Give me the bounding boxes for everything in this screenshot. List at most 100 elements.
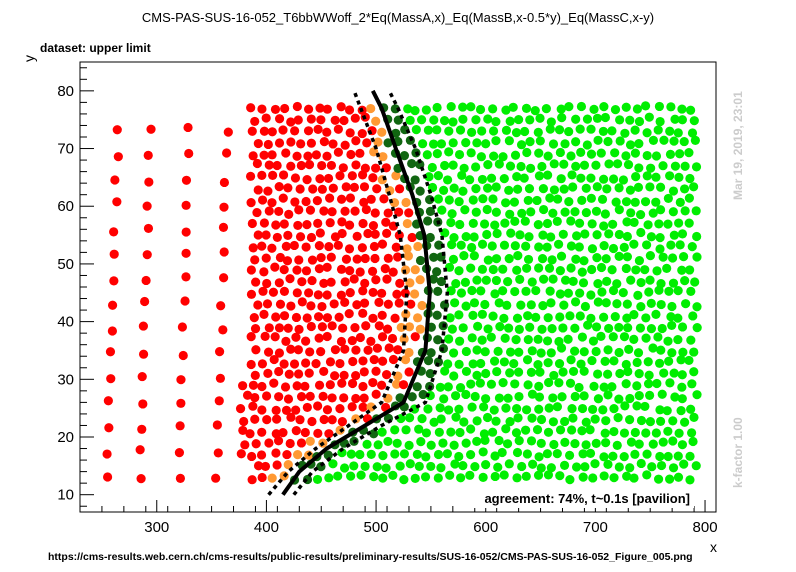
data-point [576,359,586,369]
data-point [603,136,613,147]
data-point [667,301,677,312]
data-point [427,162,437,173]
data-point [622,217,632,227]
data-point [535,136,545,146]
data-point [629,310,639,320]
data-point [624,344,634,354]
data-point [394,298,404,308]
data-point [351,160,361,170]
data-point [599,174,609,184]
data-point [142,201,152,211]
data-point [642,171,652,181]
data-point [511,428,522,438]
data-point [656,345,666,355]
data-point [486,332,496,342]
data-point [336,102,346,112]
data-point [253,300,263,310]
data-point [146,124,156,134]
data-point [415,255,426,266]
data-point [634,163,644,173]
data-point [322,313,333,323]
data-point [600,356,610,366]
data-point [657,323,667,334]
data-point [250,255,260,265]
data-point [113,152,123,162]
data-point [177,322,187,332]
data-point [399,150,410,161]
data-point [333,124,343,134]
data-point [634,391,644,401]
data-point [524,232,534,242]
data-point [503,277,513,287]
data-point [257,405,267,415]
data-point [524,184,535,194]
data-point [455,219,465,230]
data-point [106,374,116,384]
data-point [534,148,544,158]
data-point [687,379,697,389]
data-point [564,196,574,207]
data-point [663,451,673,462]
data-point [588,336,599,346]
data-point [576,173,586,183]
data-point [625,140,636,150]
data-point [391,171,401,181]
data-point [304,368,314,378]
data-point [262,415,272,425]
data-point [542,449,552,459]
data-point [143,150,153,160]
data-point [481,460,491,470]
data-point [690,277,700,287]
data-point [360,253,370,264]
data-point [260,461,271,472]
data-point [539,274,549,284]
data-point [327,321,337,331]
data-point [392,438,402,448]
data-point [603,459,613,469]
data-point [469,251,479,261]
data-point [692,231,702,242]
data-point [549,185,559,195]
data-point [357,128,367,139]
data-point [549,439,559,450]
data-point [481,275,491,285]
data-point [521,425,531,435]
data-point [291,405,301,415]
data-point [633,348,644,358]
data-point [565,311,575,321]
data-point [648,135,659,145]
data-point [593,369,603,379]
data-point [392,289,402,299]
data-point [564,126,574,137]
data-point [669,368,679,378]
data-point [461,232,471,242]
data-point [491,416,501,426]
data-point [421,428,432,438]
data-point [586,124,596,134]
data-point [519,173,529,183]
data-point [316,115,326,125]
data-point [393,252,403,262]
data-point [548,208,558,218]
data-point [263,368,273,378]
data-point [341,182,351,192]
data-point [104,423,114,433]
data-point [597,287,607,297]
data-point [614,394,624,404]
data-point [466,379,476,389]
data-point [567,425,577,435]
data-point [592,230,602,240]
data-point [330,371,340,381]
data-point [570,323,580,333]
data-point [261,253,271,263]
data-point [501,424,511,434]
data-point [143,223,154,234]
data-point [380,264,390,274]
data-point [305,436,315,446]
data-point [301,336,311,346]
data-point [534,263,544,273]
data-point [322,405,333,415]
data-point [246,103,256,113]
data-point [285,438,295,449]
data-point [475,378,485,388]
